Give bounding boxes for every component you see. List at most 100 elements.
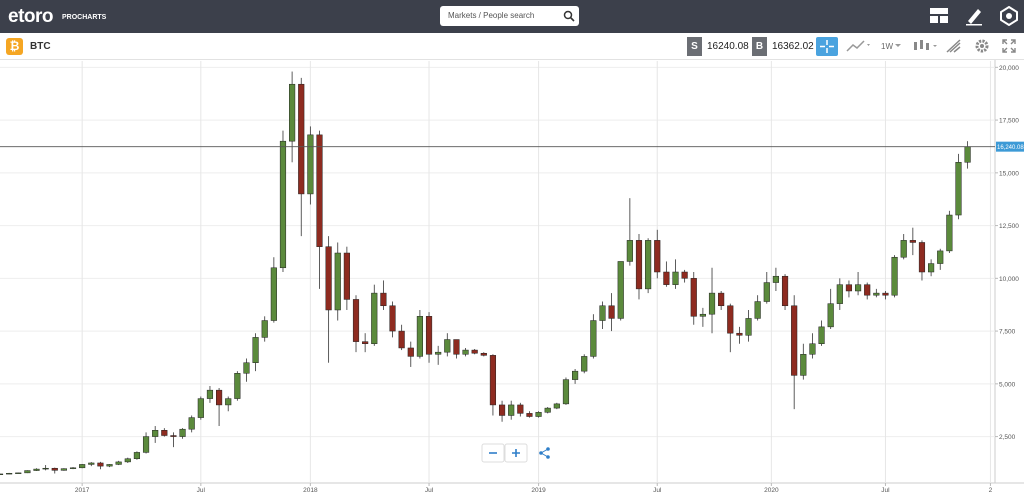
candle-body (197, 398, 204, 418)
sell-price[interactable]: 16240.08 (707, 41, 749, 52)
candle-body (663, 271, 670, 285)
candle-body (142, 436, 150, 453)
x-tick-label: 2018 (303, 487, 318, 494)
candle-body (800, 354, 807, 376)
candle-body (407, 347, 414, 357)
y-tick-label: 15,000 (999, 170, 1019, 177)
candle-body (508, 404, 515, 416)
price-label: 16,240.08 (997, 145, 1024, 151)
logo-subtitle: PROCHARTS (62, 14, 107, 21)
candle-body (243, 362, 250, 374)
candle-body (69, 467, 77, 469)
candle-body (270, 267, 277, 321)
candle-body (179, 428, 186, 437)
candle-body (827, 303, 834, 328)
sell-label[interactable]: S (687, 37, 702, 56)
candle-body (170, 435, 177, 437)
candle-body (599, 305, 606, 321)
search-box[interactable]: Markets / People search (440, 6, 579, 26)
candle-body (544, 407, 551, 413)
candle-body (581, 356, 588, 372)
candle-body (161, 430, 168, 436)
candle-body (471, 349, 478, 354)
symbol-icon: ₿ (6, 38, 23, 55)
candle-body (206, 389, 214, 399)
draw-icon[interactable] (965, 6, 983, 26)
crosshair-button[interactable] (816, 37, 838, 56)
candle-body (225, 398, 232, 406)
interval[interactable]: 1W (881, 42, 893, 51)
candle-body (964, 146, 971, 163)
candle-body (97, 462, 104, 467)
buy-label[interactable]: B (752, 37, 767, 56)
candle-body (672, 271, 679, 285)
share-button[interactable] (539, 447, 550, 459)
candle-body (298, 83, 305, 195)
candle-body (60, 468, 67, 471)
interval-caret[interactable] (894, 43, 902, 49)
candle-body (818, 326, 825, 344)
candle-body (289, 83, 296, 142)
candle-body (398, 330, 405, 349)
candle-body (480, 352, 487, 356)
candle-body (873, 292, 880, 296)
fullscreen-button[interactable] (1002, 39, 1016, 53)
price-chart: 2,500 5,000 7,500 10,000 12,500 15,000 17,500 2… (0, 60, 1024, 494)
logo[interactable]: etoro (8, 6, 54, 27)
candle-body (736, 332, 743, 336)
price-label-box (996, 141, 1024, 152)
symbol: BTC (30, 41, 51, 52)
candle-type-button[interactable] (912, 38, 938, 54)
candle-body (216, 389, 223, 406)
candle-body (435, 351, 442, 355)
candle-body (42, 467, 49, 470)
candle-body (453, 339, 460, 355)
candle-body (727, 305, 734, 334)
top-bar: etoro PROCHARTS Markets / People search (0, 0, 1024, 33)
search-icon (563, 10, 575, 22)
candle-body (389, 305, 396, 332)
candle-body (33, 468, 40, 471)
candle-body (562, 379, 570, 405)
y-tick-label: 7,500 (999, 329, 1016, 336)
layout-icon[interactable] (930, 8, 948, 24)
candle-body (234, 373, 241, 399)
x-tick-label: 2020 (764, 487, 779, 494)
buy-price[interactable]: 16362.02 (772, 41, 814, 52)
candle-body (462, 349, 469, 355)
candle-body (489, 355, 497, 406)
candle-body (79, 464, 86, 469)
indicators-button[interactable] (946, 39, 962, 53)
chart-style-button[interactable] (846, 39, 872, 53)
x-tick-label: Jul (881, 487, 890, 494)
search-placeholder: Markets / People search (448, 11, 535, 20)
candle-body (444, 339, 451, 353)
candle-body (681, 271, 688, 279)
x-tick-label: 2019 (531, 487, 546, 494)
candle-body (654, 240, 661, 273)
settings-button[interactable] (974, 38, 990, 54)
candle-body (745, 318, 752, 336)
candle-body (115, 461, 122, 465)
candle-body (124, 458, 131, 463)
candle-body (517, 404, 524, 414)
candle-body (635, 240, 643, 290)
candle-body (918, 242, 926, 273)
y-tick-label: 17,500 (999, 118, 1019, 125)
profile-icon[interactable] (999, 6, 1019, 26)
candle-body (279, 140, 287, 269)
candle-body (928, 263, 935, 273)
y-tick-label: 2,500 (999, 434, 1016, 441)
candle-body (252, 337, 259, 363)
candle-body (781, 275, 789, 307)
candle-body (608, 305, 615, 319)
candle-body (791, 305, 798, 376)
candle-body (699, 313, 706, 317)
candle-body (316, 134, 323, 247)
candle-body (325, 246, 332, 311)
candle-body (371, 292, 378, 344)
candle-body (645, 240, 652, 290)
candle-body (307, 134, 314, 195)
candle-body (572, 370, 579, 380)
